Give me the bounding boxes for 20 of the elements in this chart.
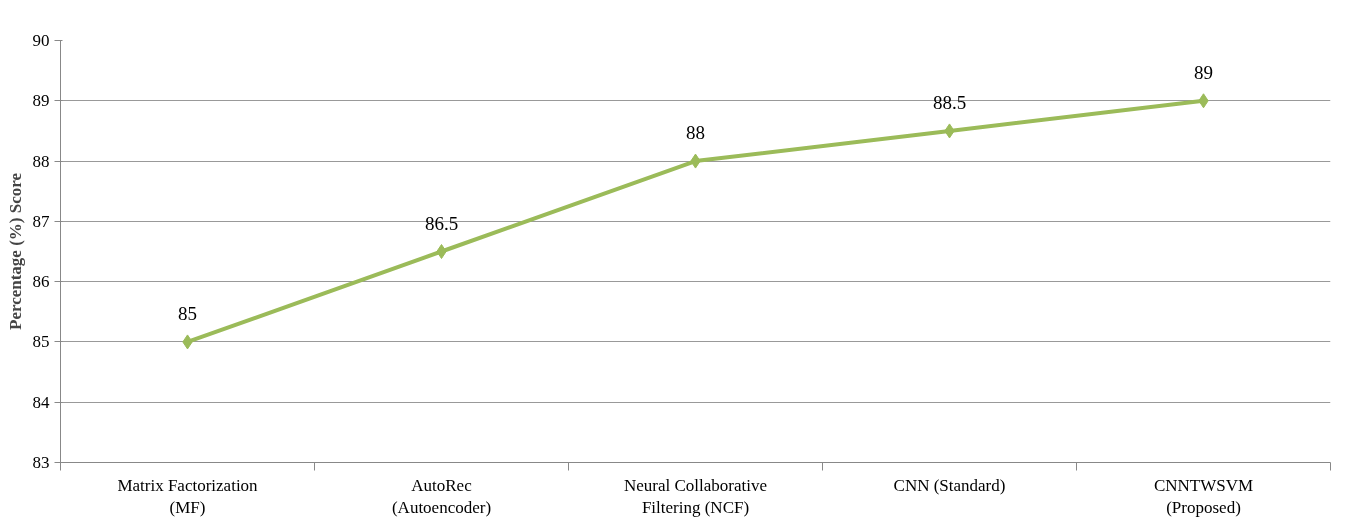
y-tick-label: 89: [32, 91, 50, 111]
y-tick-label: 88: [32, 151, 50, 171]
x-tick-label: CNNTWSVM (Proposed): [1153, 475, 1254, 518]
data-label: 85: [178, 302, 197, 324]
y-tick-label: 90: [32, 31, 50, 50]
y-tick-label: 83: [32, 453, 50, 472]
x-tick-label: Neural Collaborative Filtering (NCF): [623, 475, 768, 518]
x-tick-label: CNN (Standard): [893, 475, 1006, 495]
y-tick-label: 86: [32, 272, 50, 292]
point: [436, 244, 447, 259]
y-tick-label: 85: [32, 332, 50, 352]
y-tick-label: 87: [32, 211, 50, 231]
data-label: 88: [686, 122, 705, 144]
x-tick-label: AutoRec (Autoencoder): [391, 475, 492, 518]
x-tick-label: Matrix Factorization (MF): [117, 475, 259, 518]
y-axis-title: Percentage (%) Score: [5, 172, 25, 331]
data-label: 89: [1194, 61, 1213, 83]
data-label: 86.5: [424, 212, 459, 234]
data-label: 88.5: [932, 91, 967, 113]
y-tick-label: 84: [32, 392, 50, 412]
